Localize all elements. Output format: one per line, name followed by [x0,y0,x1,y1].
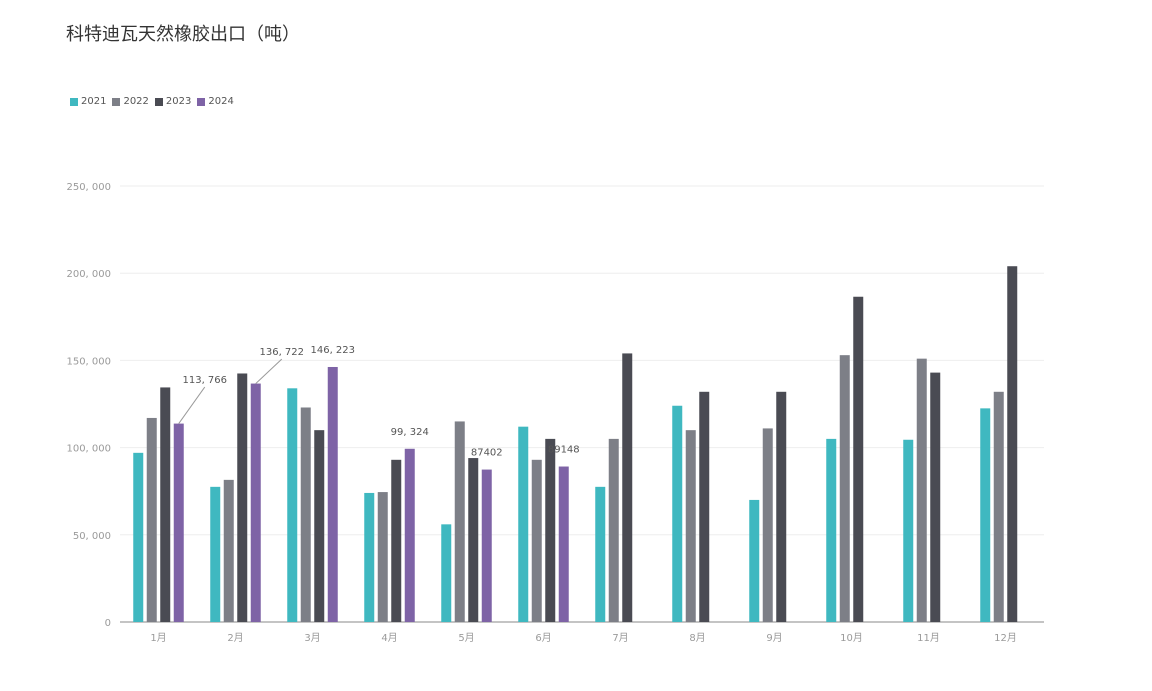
legend-swatch [112,97,121,106]
legend-item: 2023 [154,96,192,107]
bar [853,296,864,622]
y-tick-label: 50, 000 [73,531,111,542]
bar [608,438,619,622]
bar [776,391,787,622]
bar [468,458,479,622]
bar [930,372,941,622]
legend-label: 2023 [165,96,192,107]
leader-line [255,358,283,384]
y-tick-label: 0 [105,618,111,629]
bar [916,358,927,622]
bar [622,353,633,622]
leader-line [178,386,206,424]
bar [993,391,1004,622]
bar [287,388,298,622]
bar [441,524,452,622]
bar [826,438,837,622]
legend-label: 2022 [123,96,149,107]
legend-item: 2021 [70,96,106,107]
y-tick-label: 200, 000 [66,269,111,280]
legend-swatch [70,97,78,106]
x-tick-label: 11月 [917,632,940,644]
bar [314,430,325,622]
x-tick-label: 7月 [612,632,628,644]
bar [404,448,415,622]
bar [300,407,311,622]
legend: 2021 2022 2023 2024 [70,96,234,107]
legend-label: 2024 [208,96,234,107]
data-label: 99, 324 [391,427,429,438]
y-tick-label: 100, 000 [66,444,111,455]
x-tick-label: 2月 [227,632,243,644]
bar [749,499,760,622]
bar [903,439,914,622]
bar [518,426,529,622]
bar [223,479,234,622]
legend-label: 2021 [81,96,107,107]
legend-swatch [154,97,163,106]
bar [839,355,850,622]
x-tick-label: 12月 [994,632,1017,644]
y-tick-label: 150, 000 [66,356,111,367]
x-tick-label: 5月 [458,632,474,644]
bar [250,383,261,622]
data-label: 136, 722 [259,347,304,358]
bar [173,423,184,622]
bar [699,391,710,622]
legend-item: 2024 [197,96,234,107]
bar [377,492,388,622]
bar [364,492,375,622]
bar [481,469,492,622]
legend-swatch [197,97,206,106]
bar [1007,266,1018,622]
bar [210,486,221,622]
bar [160,387,171,622]
y-tick-label: 250, 000 [66,182,111,193]
bar [454,421,465,622]
x-tick-label: 1月 [150,632,166,644]
x-tick-label: 8月 [689,632,705,644]
x-tick-label: 4月 [381,632,397,644]
data-label: 146, 223 [310,345,355,356]
data-label: 89148 [548,445,580,456]
x-tick-label: 3月 [304,632,320,644]
bar [762,428,773,622]
bar [531,459,542,622]
chart-title: 科特迪瓦天然橡胶出口（吨） [66,24,300,45]
bar [545,438,556,622]
bar [558,466,569,622]
x-tick-label: 6月 [535,632,551,644]
bar [327,366,338,622]
data-label: 113, 766 [182,375,227,386]
bar [595,486,606,622]
legend-item: 2022 [112,96,149,107]
bar [391,459,402,622]
bar [146,417,157,622]
bar [133,452,144,622]
bar [685,430,696,622]
bar [980,408,991,622]
x-tick-label: 9月 [766,632,782,644]
bar [237,373,248,622]
x-tick-label: 10月 [840,632,863,644]
bar [672,405,683,622]
data-label: 87402 [471,448,503,459]
